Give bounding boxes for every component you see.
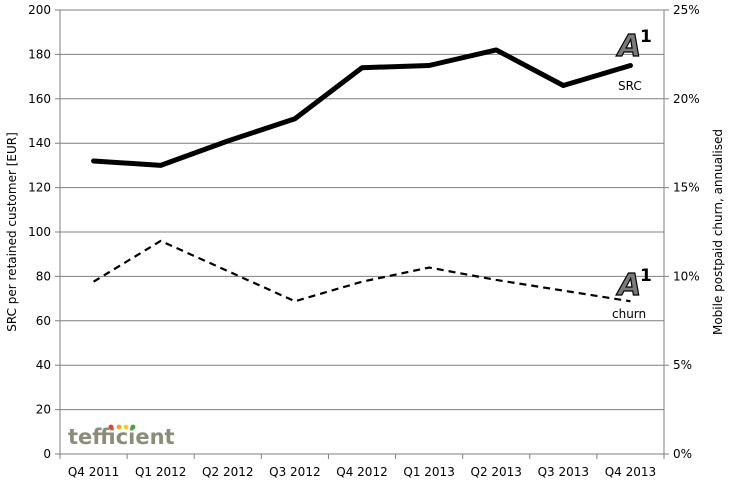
right-tick-label: 25% <box>673 3 700 17</box>
a1-logo-src: A 1 <box>615 27 652 65</box>
x-axis-ticks: Q4 2011 Q1 2012 Q2 2012 Q3 2012 Q4 2012 Q1 20… <box>68 465 656 479</box>
series-label-src: SRC <box>618 79 642 93</box>
x-tick-label: Q3 2012 <box>269 465 320 479</box>
tefficient-watermark: tefficient <box>68 424 175 449</box>
series-lines <box>91 47 633 303</box>
watermark-dot <box>116 424 122 430</box>
gridlines <box>55 9 669 459</box>
x-tick-label: Q4 2011 <box>68 465 119 479</box>
x-tick-label: Q3 2013 <box>538 465 589 479</box>
left-tick-label: 80 <box>36 269 51 283</box>
a1-logo-superscript: 1 <box>640 266 652 286</box>
a1-logo-churn: A 1 <box>615 266 652 304</box>
left-tick-label: 200 <box>28 3 51 17</box>
left-tick-label: 20 <box>36 403 51 417</box>
x-tick-label: Q4 2013 <box>605 465 656 479</box>
right-tick-label: 5% <box>673 358 692 372</box>
x-tick-label: Q1 2013 <box>403 465 454 479</box>
left-axis-title: SRC per retained customer [EUR] <box>5 132 19 332</box>
right-tick-label: 15% <box>673 181 700 195</box>
left-tick-label: 0 <box>43 447 51 461</box>
watermark-dot <box>130 424 136 430</box>
left-tick-label: 160 <box>28 92 51 106</box>
a1-logo-letter: A <box>616 268 641 303</box>
watermark-text: tefficient <box>68 425 175 449</box>
a1-logo-letter: A <box>616 29 641 64</box>
series-label-churn: churn <box>612 307 646 321</box>
x-tick-label: Q2 2013 <box>471 465 522 479</box>
left-tick-label: 100 <box>28 225 51 239</box>
watermark-dot <box>108 424 114 430</box>
right-tick-label: 20% <box>673 92 700 106</box>
series-line-src <box>91 47 633 168</box>
a1-logo-superscript: 1 <box>640 27 652 47</box>
series-line-churn <box>92 239 631 303</box>
x-tick-label: Q4 2012 <box>336 465 387 479</box>
right-axis-title: Mobile postpaid churn, annualised <box>711 129 725 335</box>
right-tick-label: 10% <box>673 269 700 283</box>
left-tick-label: 180 <box>28 47 51 61</box>
left-axis-ticks: 0 20 40 60 80 100 120 140 160 180 200 <box>28 3 51 461</box>
x-tick-label: Q1 2012 <box>135 465 186 479</box>
left-tick-label: 60 <box>36 314 51 328</box>
left-tick-label: 40 <box>36 358 51 372</box>
watermark-dot <box>123 424 129 430</box>
right-tick-label: 0% <box>673 447 692 461</box>
x-tick-label: Q2 2012 <box>202 465 253 479</box>
left-tick-label: 140 <box>28 136 51 150</box>
left-tick-label: 120 <box>28 181 51 195</box>
right-axis-ticks: 0% 5% 10% 15% 20% 25% <box>673 3 700 461</box>
